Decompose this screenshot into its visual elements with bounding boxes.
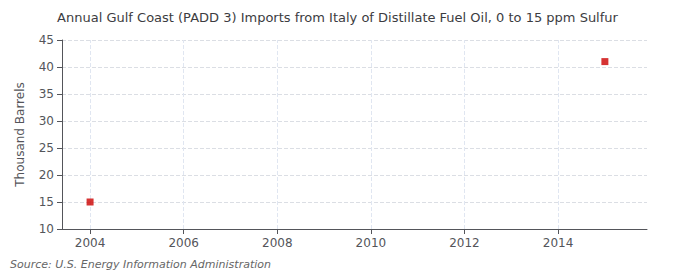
svg-text:Thousand Barrels: Thousand Barrels (13, 82, 27, 187)
svg-text:2008: 2008 (262, 236, 293, 250)
svg-text:15: 15 (39, 195, 54, 209)
svg-text:2014: 2014 (543, 236, 574, 250)
svg-text:35: 35 (39, 87, 54, 101)
svg-text:20: 20 (39, 168, 54, 182)
svg-text:40: 40 (39, 60, 54, 74)
svg-text:2012: 2012 (449, 236, 480, 250)
svg-text:25: 25 (39, 141, 54, 155)
svg-text:2010: 2010 (356, 236, 387, 250)
svg-text:30: 30 (39, 114, 54, 128)
svg-text:Annual Gulf Coast (PADD 3) Imp: Annual Gulf Coast (PADD 3) Imports from … (57, 10, 618, 25)
svg-text:10: 10 (39, 222, 54, 236)
svg-text:2006: 2006 (168, 236, 199, 250)
svg-text:Source: U.S. Energy Informatio: Source: U.S. Energy Information Administ… (10, 258, 271, 271)
svg-text:2004: 2004 (75, 236, 106, 250)
svg-text:45: 45 (39, 33, 54, 47)
